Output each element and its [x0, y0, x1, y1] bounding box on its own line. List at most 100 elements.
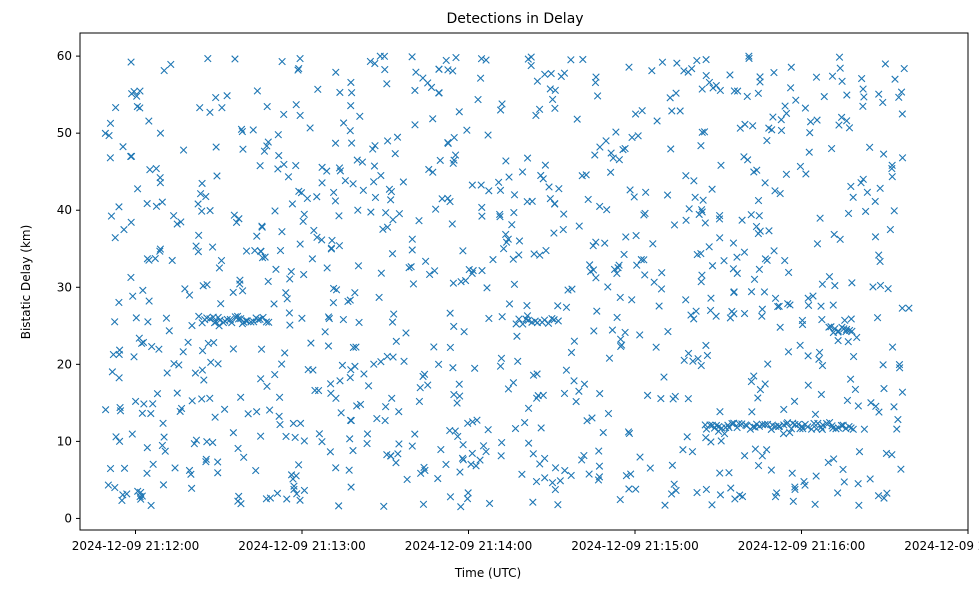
data-point: [253, 232, 261, 240]
data-point: [691, 193, 699, 202]
data-point: [108, 368, 117, 376]
data-point: [609, 154, 617, 162]
data-point: [652, 343, 660, 351]
data-point: [215, 264, 224, 272]
data-point: [606, 168, 615, 176]
data-point: [770, 68, 778, 77]
data-point: [905, 304, 913, 312]
data-point: [388, 250, 397, 258]
data-point: [395, 407, 403, 416]
data-point: [818, 361, 827, 370]
data-point: [112, 433, 120, 441]
data-point: [861, 207, 870, 216]
data-point: [769, 113, 777, 121]
data-point: [104, 481, 113, 489]
data-point: [251, 246, 259, 255]
data-point: [446, 343, 455, 352]
data-point: [518, 168, 527, 176]
data-point: [472, 462, 480, 470]
data-point: [547, 69, 555, 78]
data-point: [616, 495, 624, 504]
data-point: [585, 261, 594, 269]
data-point: [551, 86, 559, 95]
data-point: [761, 420, 769, 429]
data-point: [185, 291, 194, 299]
data-point: [223, 92, 231, 100]
data-point: [328, 236, 336, 245]
data-point: [781, 102, 789, 110]
data-point: [152, 164, 160, 173]
data-point: [101, 406, 110, 414]
data-point: [706, 421, 714, 429]
data-point: [829, 455, 838, 463]
data-point: [232, 218, 241, 227]
data-point: [847, 315, 855, 323]
data-point: [880, 494, 888, 502]
data-point: [554, 501, 562, 509]
data-point: [263, 382, 271, 391]
data-point: [323, 264, 331, 272]
data-point: [849, 193, 857, 202]
data-point: [497, 452, 505, 460]
data-point: [434, 474, 442, 483]
data-point: [573, 115, 581, 123]
data-point: [346, 296, 354, 304]
data-point: [136, 488, 145, 497]
data-point: [857, 74, 866, 83]
data-point: [577, 456, 586, 464]
data-point: [468, 418, 477, 426]
data-point: [866, 475, 874, 483]
data-point: [835, 53, 844, 61]
data-point: [827, 323, 835, 331]
data-point: [346, 373, 354, 382]
data-point: [784, 299, 792, 308]
data-point: [160, 66, 168, 75]
data-point: [825, 272, 834, 281]
data-point: [523, 154, 532, 162]
data-point: [484, 425, 492, 434]
data-point: [265, 318, 273, 326]
data-point: [195, 312, 203, 321]
data-point: [273, 489, 282, 498]
data-point: [554, 317, 563, 325]
data-point: [464, 489, 472, 497]
data-point: [657, 394, 665, 403]
data-point: [740, 309, 749, 318]
data-point: [774, 302, 782, 311]
data-point: [798, 320, 807, 329]
data-point: [459, 247, 467, 255]
data-point: [110, 318, 119, 326]
data-point: [544, 319, 553, 328]
data-point: [688, 447, 697, 456]
data-point: [879, 361, 887, 369]
data-point: [146, 165, 154, 174]
data-point: [579, 55, 587, 64]
data-point: [853, 333, 861, 342]
data-point: [249, 126, 257, 134]
data-point: [438, 195, 446, 203]
data-point: [712, 421, 721, 430]
data-point: [228, 318, 236, 327]
data-point: [827, 144, 836, 153]
data-point: [551, 464, 560, 472]
data-point: [156, 245, 165, 253]
data-point: [425, 270, 434, 279]
data-point: [588, 414, 596, 422]
data-point: [859, 102, 867, 110]
data-point: [702, 55, 710, 64]
data-point: [381, 416, 389, 425]
data-point: [720, 430, 729, 438]
data-point: [511, 424, 520, 433]
data-point: [203, 437, 211, 446]
data-point: [702, 71, 710, 80]
data-point: [786, 84, 795, 92]
data-point: [730, 87, 739, 95]
data-point: [834, 336, 842, 345]
data-point: [716, 234, 724, 242]
data-point: [107, 212, 116, 220]
data-point: [366, 57, 375, 66]
data-point: [876, 281, 885, 290]
y-tick-label: 30: [57, 280, 72, 294]
data-point: [496, 106, 505, 114]
data-point: [123, 490, 131, 498]
